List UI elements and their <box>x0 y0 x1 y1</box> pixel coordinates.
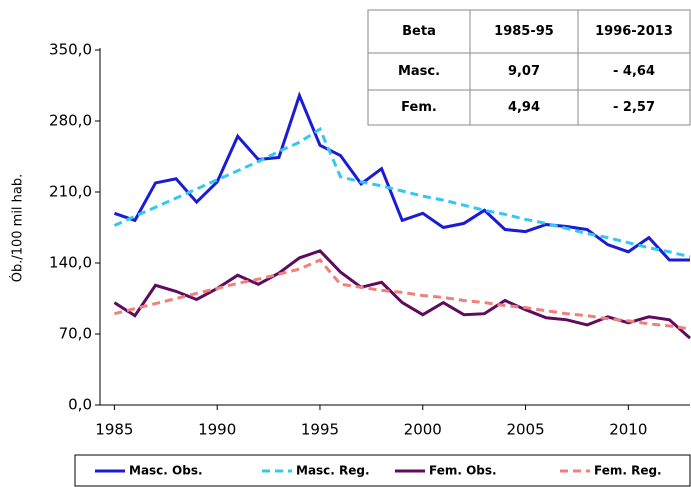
series-line <box>113 249 691 340</box>
table-cell: Fem. <box>401 100 437 115</box>
legend-label: Fem. Reg. <box>594 464 662 478</box>
table-cell: Masc. <box>398 64 440 79</box>
y-tick-label: 140,0 <box>49 254 92 272</box>
table-cell: Beta <box>402 24 436 39</box>
y-tick-label: 280,0 <box>49 112 92 130</box>
y-tick-label: 0,0 <box>68 396 92 414</box>
table-cell: 1985-95 <box>494 24 554 39</box>
x-tick-label: 1990 <box>198 421 236 439</box>
beta-table: Beta 1985-95 1996-2013 Masc. 9,07 - 4,64 Fem. 4… <box>367 9 691 126</box>
x-tick-label: 2005 <box>506 421 544 439</box>
x-tick-label: 2010 <box>609 421 647 439</box>
y-tick-label: 70,0 <box>59 325 92 343</box>
legend-label: Masc. Reg. <box>296 464 370 478</box>
x-tick-label: 1995 <box>301 421 339 439</box>
y-axis-label: Ób./100 mil hab. <box>10 174 26 283</box>
x-tick-label: 2000 <box>404 421 442 439</box>
table-cell: 9,07 <box>508 64 540 79</box>
table-frame <box>367 9 691 126</box>
table-cell: - 2,57 <box>613 100 655 115</box>
x-tick-label: 1985 <box>95 421 133 439</box>
legend-label: Masc. Obs. <box>129 464 203 478</box>
y-tick-label: 350,0 <box>49 41 92 59</box>
y-tick-label: 210,0 <box>49 183 92 201</box>
series-line <box>113 126 691 259</box>
table-cell: 4,94 <box>508 100 540 115</box>
table-cell: - 4,64 <box>613 64 655 79</box>
series-line <box>114 258 691 331</box>
table-cell: 1996-2013 <box>595 24 673 39</box>
legend-label: Fem. Obs. <box>429 464 497 478</box>
